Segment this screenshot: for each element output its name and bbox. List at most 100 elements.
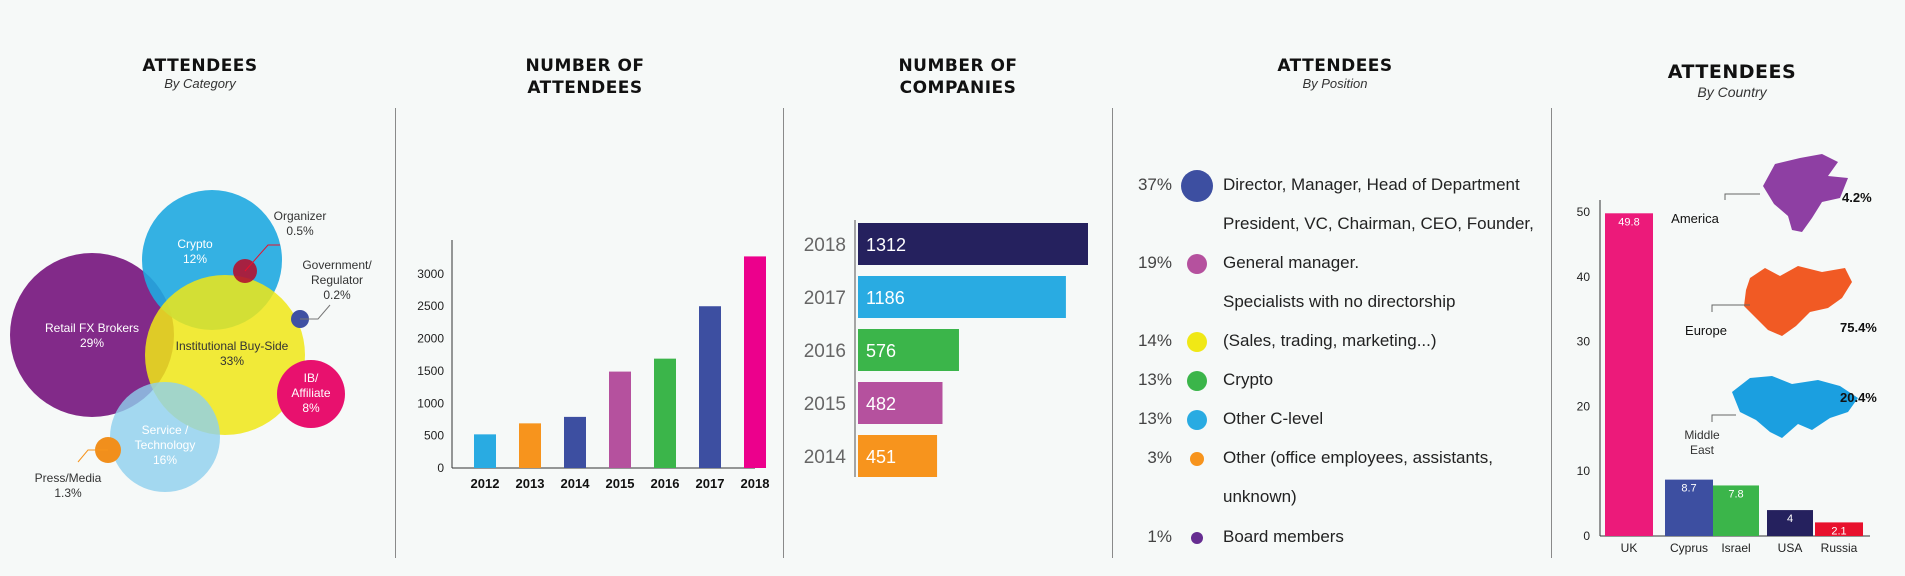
- attendees-title-1: NUMBER OF: [525, 56, 645, 76]
- category-bubble-chart: Retail FX Brokers 29% Crypto 12% Institution…: [10, 190, 372, 500]
- attendees-bar-chart: 0 500 1000 1500 2000 2500 3000 2012 2013 2014 2015…: [417, 240, 770, 491]
- companies-bar-2018: [858, 223, 1088, 265]
- label-press-media: Press/Media 1.3%: [35, 471, 102, 500]
- bubble-retail-fx-brokers: [10, 253, 174, 417]
- companies-value-label: 1186: [866, 288, 905, 308]
- europe-map: [1744, 266, 1852, 336]
- label-ib-affiliate: IB/Affiliate 8%: [291, 371, 330, 415]
- label-government: Government/Regulator 0.2%: [302, 258, 372, 302]
- attendees-bar-2016: [654, 358, 676, 468]
- companies-value-label: 1312: [866, 235, 906, 255]
- attendees-bar-2015: [609, 371, 631, 468]
- country-ytick: 0: [1583, 529, 1590, 543]
- companies-value-label: 482: [866, 394, 896, 414]
- country-xtick: USA: [1778, 541, 1803, 555]
- divider-1: [395, 108, 396, 558]
- middle-east-map: [1732, 376, 1858, 438]
- position-label: General manager.: [1223, 253, 1360, 272]
- companies-bar-2016: [858, 329, 959, 371]
- label-service-tech: Service / Technology 16%: [135, 423, 196, 467]
- position-pct: 1%: [1147, 527, 1172, 546]
- country-title: ATTENDEES: [1667, 61, 1797, 83]
- companies-year-label: 2014: [804, 447, 847, 468]
- attendees-ytick: 1500: [417, 364, 444, 378]
- country-bar-UK: [1605, 213, 1653, 536]
- companies-title-1: NUMBER OF: [898, 56, 1018, 76]
- position-pct: 13%: [1137, 409, 1172, 428]
- position-dot: [1191, 532, 1203, 544]
- country-bar-chart: 0 10 20 30 40 50 49.8 UK 8.7 Cyprus 7.8 Israel 4 USA 2…: [1577, 154, 1877, 555]
- position-pct: 37%: [1137, 175, 1172, 194]
- country-bar-USA: [1767, 510, 1813, 536]
- organizer-leader: [244, 244, 280, 272]
- position-dot: [1181, 170, 1213, 202]
- europe-value: 75.4%: [1840, 320, 1877, 335]
- attendees-xtick: 2014: [561, 476, 591, 491]
- position-subtitle: By Position: [1302, 76, 1368, 91]
- label-crypto: Crypto 12%: [177, 237, 213, 266]
- attendees-bar-2014: [564, 416, 586, 468]
- attendees-xtick: 2018: [741, 476, 770, 491]
- country-value-label: 2.1: [1831, 525, 1846, 537]
- country-xtick: UK: [1621, 541, 1638, 555]
- position-pct: 14%: [1137, 331, 1172, 350]
- attendees-ytick: 3000: [417, 267, 444, 281]
- government-leader: [300, 304, 331, 320]
- divider-2: [783, 108, 784, 558]
- position-label: Director, Manager, Head of Department: [1223, 175, 1520, 194]
- companies-year-label: 2018: [804, 235, 846, 256]
- america-value: 4.2%: [1842, 190, 1872, 205]
- companies-year-label: 2016: [804, 341, 846, 362]
- label-retail-fx: Retail FX Brokers 29%: [45, 321, 139, 350]
- companies-bar-2014: [858, 435, 938, 477]
- attendees-bar-2017: [699, 306, 721, 468]
- america-leader: [1724, 193, 1760, 200]
- attendees-ytick: 0: [437, 461, 444, 475]
- country-xtick: Israel: [1721, 541, 1750, 555]
- position-dot: [1187, 254, 1207, 274]
- press-leader: [77, 449, 108, 463]
- position-label: unknown): [1223, 487, 1297, 506]
- companies-value-label: 451: [866, 447, 896, 467]
- bubble-service-technology: [110, 382, 220, 492]
- position-label: Other (office employees, assistants,: [1223, 448, 1493, 467]
- position-pct: 19%: [1137, 253, 1172, 272]
- position-dot: [1187, 371, 1207, 391]
- country-ytick: 10: [1577, 464, 1591, 478]
- country-ytick: 20: [1577, 399, 1591, 413]
- attendees-title-2: ATTENDEES: [527, 78, 643, 98]
- label-organizer: Organizer 0.5%: [274, 209, 327, 238]
- position-label: Specialists with no directorship: [1223, 292, 1456, 311]
- attendees-ytick: 500: [424, 429, 444, 443]
- country-value-label: 8.7: [1681, 483, 1696, 495]
- divider-4: [1551, 108, 1552, 558]
- middle-east-label: Middle East: [1684, 428, 1720, 457]
- position-title: ATTENDEES: [1277, 56, 1393, 76]
- companies-year-label: 2015: [804, 394, 846, 415]
- country-xtick: Russia: [1821, 541, 1858, 555]
- country-value-label: 4: [1787, 513, 1793, 525]
- position-label: Other C-level: [1223, 409, 1324, 428]
- companies-year-label: 2017: [804, 288, 846, 309]
- divider-3: [1112, 108, 1113, 558]
- country-value-label: 7.8: [1728, 488, 1743, 500]
- attendees-xtick: 2013: [516, 476, 545, 491]
- europe-leader: [1711, 304, 1750, 312]
- position-dot: [1187, 332, 1207, 352]
- attendees-bar-2012: [474, 434, 496, 468]
- position-label: Crypto: [1223, 370, 1274, 389]
- attendees-ytick: 1000: [417, 396, 444, 410]
- category-subtitle: By Category: [164, 76, 236, 91]
- country-ytick: 50: [1577, 205, 1591, 219]
- country-value-label: 49.8: [1618, 216, 1639, 228]
- position-dot: [1187, 410, 1207, 430]
- companies-value-label: 576: [866, 341, 896, 361]
- america-map: [1763, 154, 1848, 232]
- middle-east-value: 20.4%: [1840, 390, 1877, 405]
- bubble-ib-affiliate: [277, 360, 345, 428]
- category-title: ATTENDEES: [142, 56, 258, 76]
- attendees-ytick: 2500: [417, 299, 444, 313]
- attendees-xtick: 2012: [471, 476, 500, 491]
- attendees-bar-2018: [744, 256, 766, 468]
- country-ytick: 30: [1577, 335, 1591, 349]
